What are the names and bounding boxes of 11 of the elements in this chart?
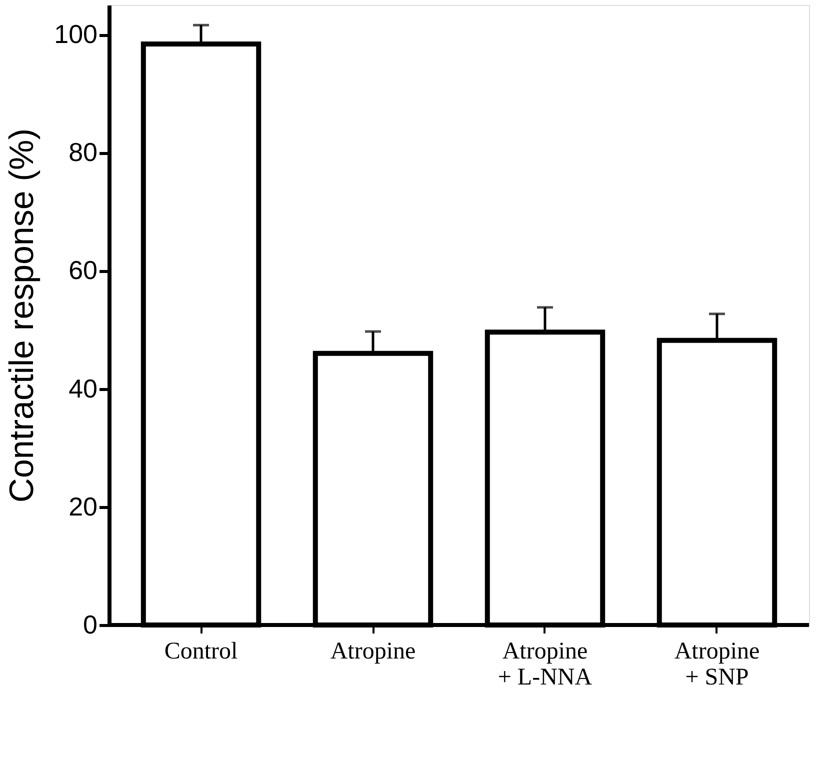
- y-tick-label: 60: [68, 255, 98, 286]
- y-tick-label: 0: [83, 610, 98, 640]
- x-tick-label: Control: [164, 638, 238, 664]
- x-tick-label: Atropine + L-NNA: [498, 638, 593, 690]
- y-tick-label: 80: [68, 137, 98, 168]
- y-tick-label: 40: [68, 373, 98, 404]
- x-tick-label: Atropine + SNP: [674, 638, 760, 690]
- y-axis-title: Contractile response (%): [3, 128, 42, 503]
- x-tick-label: Atropine: [330, 638, 416, 664]
- y-tick-label: 100: [54, 19, 98, 50]
- y-tick-label: 20: [68, 491, 98, 522]
